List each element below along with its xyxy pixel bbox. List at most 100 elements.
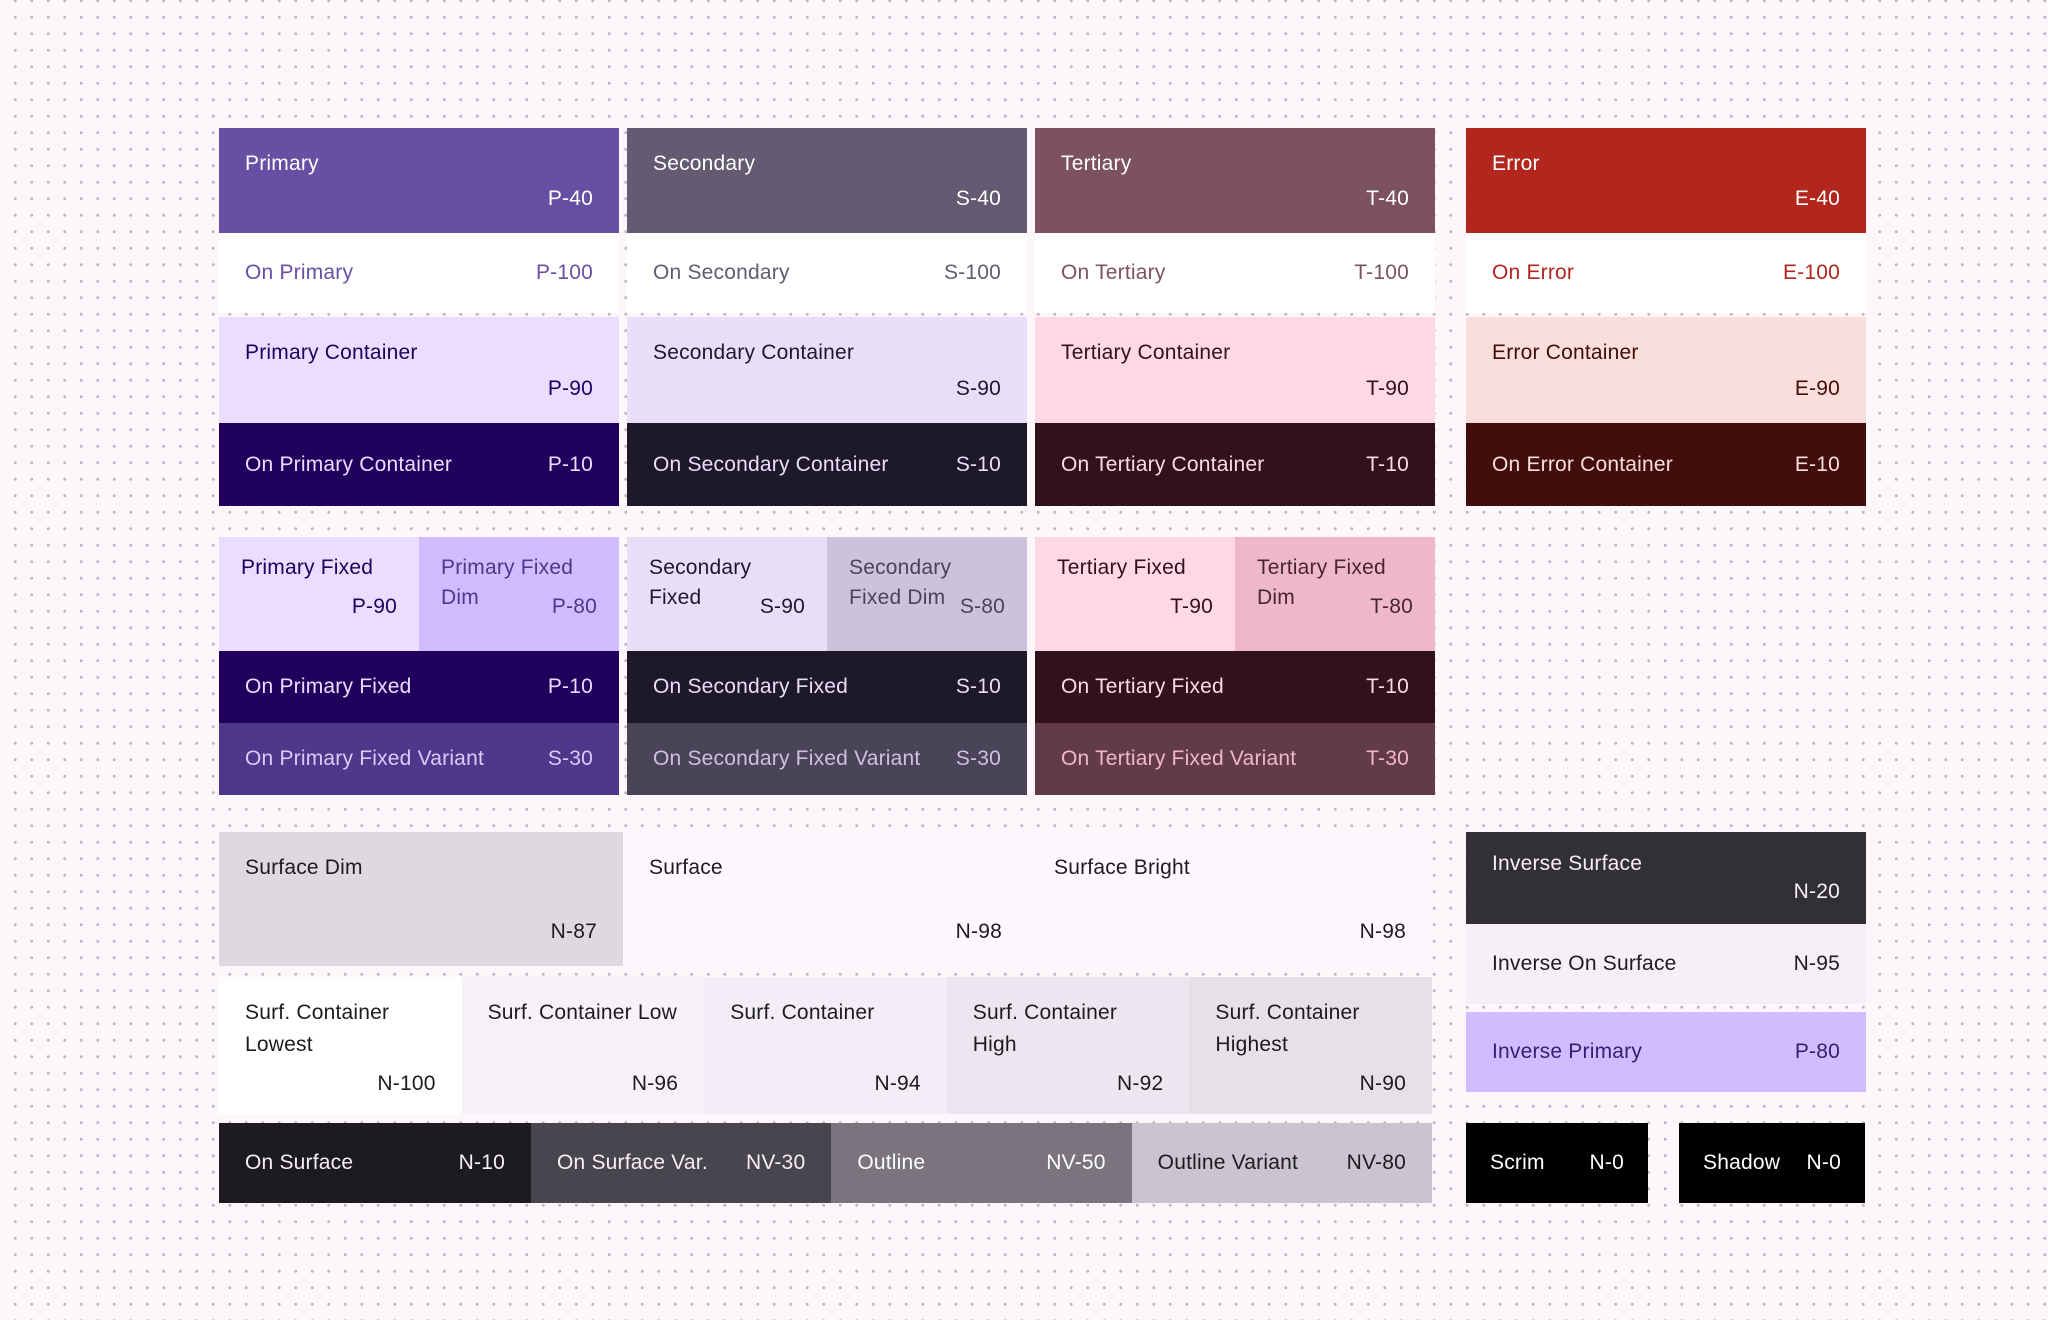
swatch-label: Tertiary Container: [1061, 341, 1231, 364]
tertiary-fixed-pair: Tertiary Fixed T-90 Tertiary Fixed Dim T-8…: [1035, 537, 1435, 651]
swatch-on-tertiary-fixed: On Tertiary Fixed T-10: [1035, 651, 1435, 723]
swatch-primary: Primary P-40: [219, 128, 619, 233]
swatch-label: On Error: [1492, 261, 1575, 284]
swatch-value: S-80: [959, 595, 1005, 618]
swatch-label: Surf. Container Low: [487, 1001, 677, 1024]
swatch-label: Surf. Container: [730, 1001, 875, 1024]
swatch-label: Shadow: [1703, 1151, 1781, 1174]
swatch-value: N-98: [955, 920, 1002, 943]
swatch-label: Tertiary Fixed Dim: [1257, 556, 1386, 609]
swatch-label: Primary Fixed Dim: [441, 556, 574, 609]
swatch-on-surface-variant: On Surface Var. NV-30: [531, 1123, 832, 1203]
swatch-error-container: Error Container E-90: [1466, 317, 1866, 423]
gap: [1648, 1123, 1679, 1203]
swatch-label: On Tertiary Fixed: [1061, 675, 1224, 698]
secondary-fixed-pair: Secondary Fixed S-90 Secondary Fixed Dim S…: [627, 537, 1027, 651]
inverse-group: Inverse Surface N-20 Inverse On Surface N-…: [1466, 832, 1866, 1203]
swatch-shadow: Shadow N-0: [1679, 1123, 1865, 1203]
swatch-label: Surf. Container Highest: [1215, 1001, 1360, 1056]
swatch-label: Surface Dim: [245, 856, 363, 879]
swatch-on-tertiary-fixed-variant: On Tertiary Fixed Variant T-30: [1035, 723, 1435, 795]
swatch-inverse-primary: Inverse Primary P-80: [1466, 1012, 1866, 1092]
swatch-label: Inverse Surface: [1492, 852, 1643, 875]
primary-fixed-pair: Primary Fixed P-90 Primary Fixed Dim P-80: [219, 537, 619, 651]
swatch-value: T-10: [1366, 452, 1409, 476]
swatch-label: Secondary Fixed Dim: [849, 556, 952, 609]
swatch-value: P-100: [535, 261, 593, 284]
swatch-surface-container-low: Surf. Container Low N-96: [461, 977, 705, 1114]
swatch-label: On Secondary: [653, 261, 790, 284]
swatch-secondary-container: Secondary Container S-90: [627, 317, 1027, 423]
swatch-label: On Secondary Fixed: [653, 675, 849, 698]
surface-container-row: Surf. Container Lowest N-100 Surf. Contai…: [219, 977, 1432, 1114]
swatch-secondary: Secondary S-40: [627, 128, 1027, 233]
swatch-label: Scrim: [1490, 1151, 1545, 1174]
swatch-value: P-90: [547, 377, 593, 400]
swatch-value: S-10: [955, 675, 1001, 698]
swatch-outline: Outline NV-50: [831, 1123, 1132, 1203]
error-column: Error E-40 On Error E-100 Error Container E…: [1466, 128, 1866, 506]
swatch-label: Inverse On Surface: [1492, 952, 1677, 975]
swatch-value: T-90: [1170, 595, 1213, 618]
swatch-surface-container-high: Surf. Container High N-92: [946, 977, 1190, 1114]
swatch-surface-bright: Surface Bright N-98: [1028, 832, 1432, 966]
swatch-label: On Tertiary Container: [1061, 452, 1265, 476]
swatch-value: S-10: [955, 452, 1001, 476]
swatch-label: Primary Container: [245, 341, 418, 364]
swatch-scrim: Scrim N-0: [1466, 1123, 1648, 1203]
swatch-label: On Primary Container: [245, 452, 453, 476]
swatch-value: N-90: [1359, 1072, 1406, 1095]
surface-group: Surface Dim N-87 Surface N-98 Surface Brig…: [219, 832, 1432, 1203]
swatch-error: Error E-40: [1466, 128, 1866, 233]
swatch-label: On Primary Fixed Variant: [245, 747, 484, 770]
swatch-label: Error: [1492, 152, 1540, 175]
swatch-outline-variant: Outline Variant NV-80: [1131, 1123, 1432, 1203]
swatch-value: S-100: [943, 261, 1001, 284]
swatch-value: E-40: [1794, 187, 1840, 210]
swatch-primary-container: Primary Container P-90: [219, 317, 619, 423]
swatch-label: Inverse Primary: [1492, 1040, 1643, 1063]
swatch-tertiary-fixed: Tertiary Fixed T-90: [1035, 537, 1235, 651]
swatch-on-error-container: On Error Container E-10: [1466, 423, 1866, 506]
on-surface-row: On Surface N-10 On Surface Var. NV-30 Outl…: [219, 1123, 1432, 1203]
swatch-label: On Surface: [245, 1151, 354, 1174]
swatch-value: P-90: [351, 595, 397, 618]
swatch-on-tertiary: On Tertiary T-100: [1035, 233, 1435, 313]
swatch-value: N-94: [874, 1072, 921, 1095]
swatch-label: On Secondary Fixed Variant: [653, 747, 921, 770]
swatch-value: NV-50: [1046, 1151, 1106, 1174]
scrim-shadow-row: Scrim N-0 Shadow N-0: [1466, 1123, 1866, 1203]
swatch-value: S-30: [547, 747, 593, 770]
swatch-primary-fixed-dim: Primary Fixed Dim P-80: [419, 537, 619, 651]
swatch-surface: Surface N-98: [623, 832, 1028, 966]
swatch-surface-container: Surf. Container N-94: [704, 977, 947, 1114]
swatch-label: Secondary Fixed: [649, 556, 752, 609]
swatch-label: Secondary Container: [653, 341, 855, 364]
swatch-on-secondary: On Secondary S-100: [627, 233, 1027, 313]
swatch-on-secondary-fixed-variant: On Secondary Fixed Variant S-30: [627, 723, 1027, 795]
swatch-label: Outline: [857, 1151, 926, 1174]
swatch-value: P-80: [551, 595, 597, 618]
swatch-label: On Primary Fixed: [245, 675, 412, 698]
swatch-on-primary-fixed: On Primary Fixed P-10: [219, 651, 619, 723]
swatch-label: Tertiary Fixed: [1057, 556, 1186, 579]
swatch-value: N-92: [1117, 1072, 1164, 1095]
swatch-label: Outline Variant: [1157, 1151, 1299, 1174]
swatch-label: On Secondary Container: [653, 452, 889, 476]
swatch-primary-fixed: Primary Fixed P-90: [219, 537, 419, 651]
swatch-label: On Surface Var.: [557, 1151, 708, 1174]
swatch-label: On Tertiary: [1061, 261, 1166, 284]
swatch-value: S-30: [955, 747, 1001, 770]
swatch-value: N-87: [550, 920, 597, 943]
swatch-on-surface: On Surface N-10: [219, 1123, 531, 1203]
swatch-value: P-40: [547, 187, 593, 210]
swatch-value: S-90: [759, 595, 805, 618]
swatch-value: P-10: [547, 675, 593, 698]
swatch-value: T-90: [1366, 377, 1409, 400]
swatch-value: N-96: [631, 1072, 679, 1095]
swatch-label: Surf. Container Lowest: [245, 1001, 390, 1056]
swatch-label: Primary Fixed: [241, 556, 374, 579]
swatch-tertiary-container: Tertiary Container T-90: [1035, 317, 1435, 423]
swatch-label: On Primary: [245, 261, 354, 284]
